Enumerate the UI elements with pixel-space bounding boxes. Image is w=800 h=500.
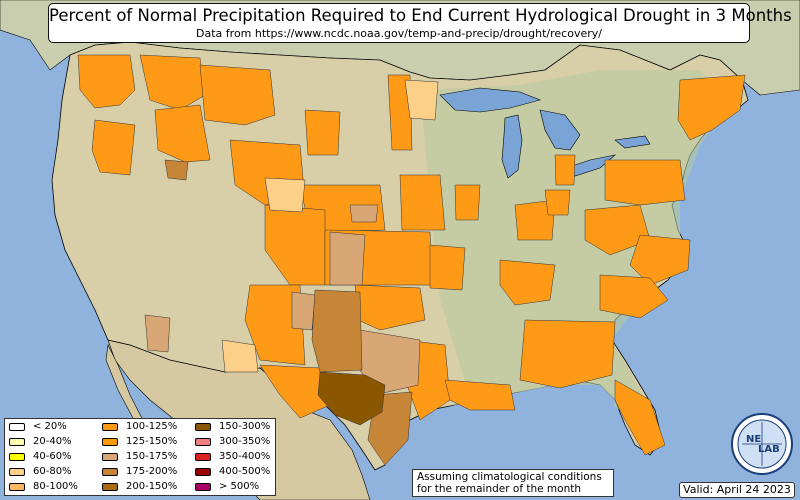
- legend-swatch: [195, 438, 211, 446]
- legend-item: 150-175%: [102, 451, 177, 463]
- legend-label: 100-125%: [126, 421, 178, 432]
- drought-region-150-300: [317, 371, 386, 426]
- legend-label: 150-175%: [126, 451, 178, 462]
- legend-item: 125-150%: [102, 436, 177, 448]
- legend-swatch: [9, 438, 25, 446]
- legend-label: 175-200%: [126, 466, 178, 477]
- assumption-note-line-1: Assuming climatological conditions: [417, 471, 602, 483]
- legend-swatch: [9, 423, 25, 431]
- legend-label: 350-400%: [219, 451, 271, 462]
- legend-swatch: [102, 453, 118, 461]
- legend-label: < 20%: [33, 421, 67, 432]
- legend-swatch: [102, 468, 118, 476]
- legend-item: 80-100%: [9, 481, 78, 493]
- valid-date: Valid: April 24 2023: [679, 482, 795, 498]
- legend-label: 200-150%: [126, 481, 178, 492]
- legend-swatch: [9, 453, 25, 461]
- legend-label: 400-500%: [219, 466, 271, 477]
- nexlab-logo: NE LAB: [731, 413, 793, 475]
- lake-superior: [439, 87, 541, 113]
- legend-label: 300-350%: [219, 436, 271, 447]
- legend-item: 175-200%: [102, 466, 177, 478]
- legend-item: > 500%: [195, 481, 259, 493]
- legend-label: 80-100%: [33, 481, 78, 492]
- legend-swatch: [195, 483, 211, 491]
- legend-item: 300-350%: [195, 436, 270, 448]
- assumption-note: Assuming climatological conditions for t…: [412, 469, 614, 497]
- legend-item: 200-150%: [102, 481, 177, 493]
- legend-item: 60-80%: [9, 466, 72, 478]
- drought-regions-125-150: [77, 54, 746, 456]
- legend-item: 400-500%: [195, 466, 270, 478]
- legend-swatch: [9, 468, 25, 476]
- logo-text-lab: LAB: [758, 444, 780, 455]
- legend-swatch: [102, 423, 118, 431]
- lake-ontario: [614, 135, 651, 149]
- legend-item: 40-60%: [9, 451, 72, 463]
- legend-swatch: [102, 483, 118, 491]
- legend-swatch: [102, 438, 118, 446]
- map-title: Percent of Normal Precipitation Required…: [49, 6, 792, 25]
- legend-label: 125-150%: [126, 436, 178, 447]
- title-box: Percent of Normal Precipitation Required…: [48, 3, 792, 43]
- legend-item: 20-40%: [9, 436, 72, 448]
- legend-label: 20-40%: [33, 436, 72, 447]
- legend-swatch: [195, 453, 211, 461]
- legend-item: 150-300%: [195, 421, 270, 433]
- legend-swatch: [9, 483, 25, 491]
- lake-michigan: [501, 114, 523, 179]
- legend-item: < 20%: [9, 421, 67, 433]
- legend-label: 60-80%: [33, 466, 72, 477]
- assumption-note-line-2: for the remainder of the month: [417, 483, 582, 495]
- legend-item: 350-400%: [195, 451, 270, 463]
- lake-huron: [539, 109, 581, 151]
- legend-item: 100-125%: [102, 421, 177, 433]
- legend-swatch: [195, 423, 211, 431]
- drought-regions-150-175: [144, 204, 421, 396]
- logo-text-ne: NE: [746, 434, 761, 445]
- legend-label: 40-60%: [33, 451, 72, 462]
- legend-label: > 500%: [219, 481, 260, 492]
- legend-label: 150-300%: [219, 421, 271, 432]
- legend: < 20% 20-40% 40-60% 60-80% 80-100% 100-125% 12…: [4, 418, 276, 496]
- map-subtitle: Data from https://www.ncdc.noaa.gov/temp…: [196, 27, 602, 40]
- legend-swatch: [195, 468, 211, 476]
- drought-regions-60-100: [221, 79, 439, 373]
